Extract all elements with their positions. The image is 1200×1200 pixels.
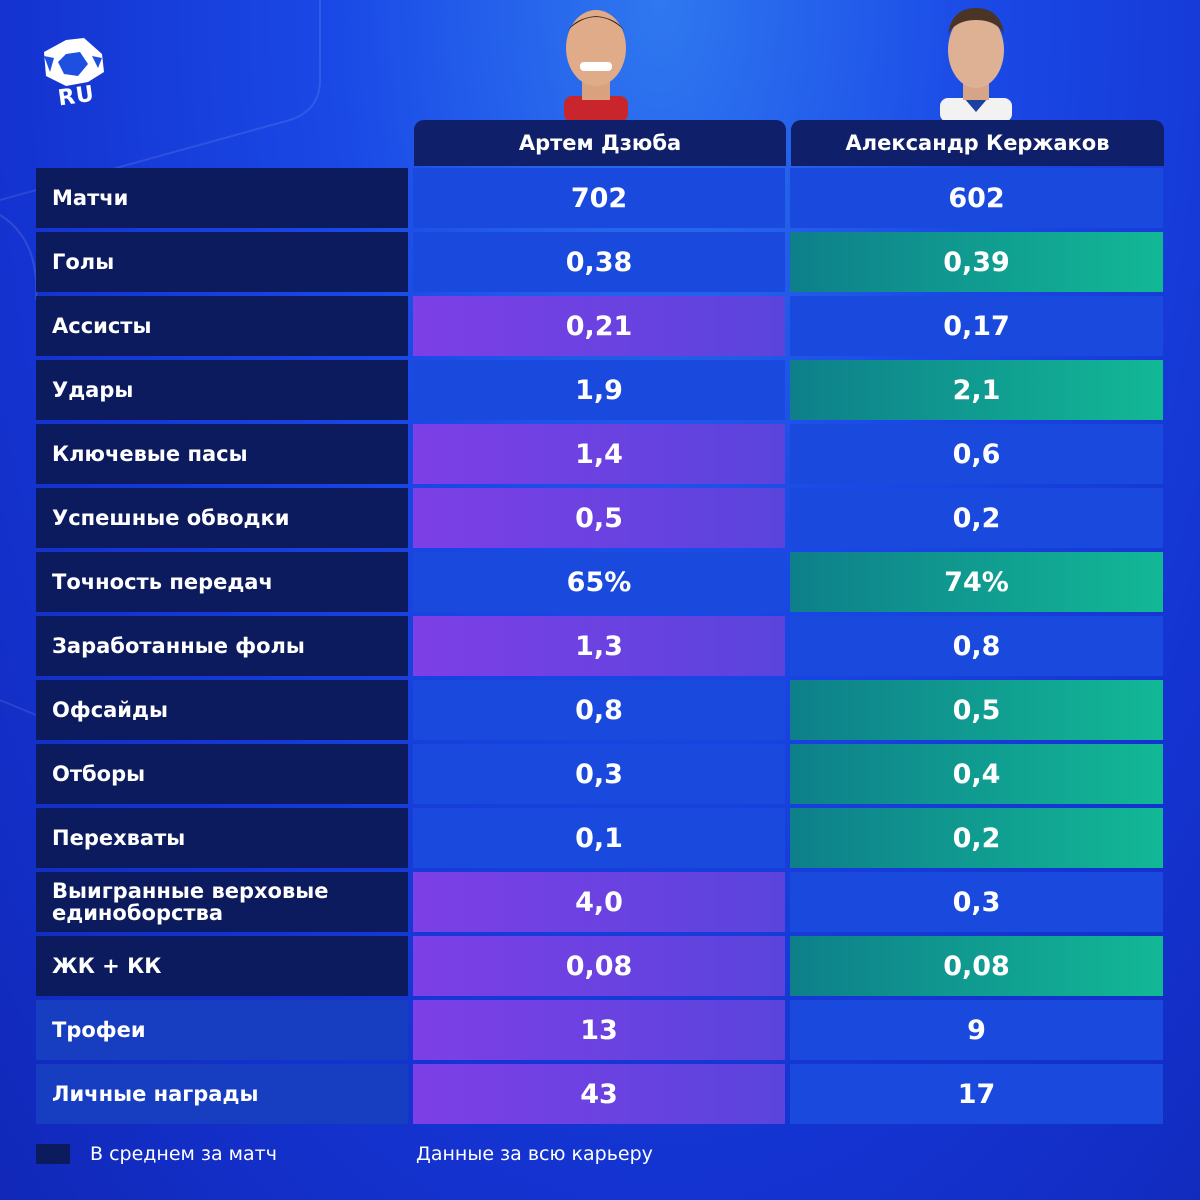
- row-label: ЖК + КК: [36, 936, 408, 996]
- table-row: Успешные обводки 0,5 0,2: [36, 488, 1164, 548]
- player1-value: 702: [413, 168, 785, 228]
- player1-value: 13: [413, 1000, 785, 1060]
- player1-name-header: Артем Дзюба: [414, 120, 786, 166]
- player2-value: 0,4: [790, 744, 1163, 804]
- row-label: Выигранные верховые единоборства: [36, 872, 408, 932]
- player2-value: 2,1: [790, 360, 1163, 420]
- player1-value: 0,8: [413, 680, 785, 740]
- table-row: Трофеи 13 9: [36, 1000, 1164, 1060]
- table-row: Точность передач 65% 74%: [36, 552, 1164, 612]
- row-label: Личные награды: [36, 1064, 408, 1124]
- player1-value: 1,4: [413, 424, 785, 484]
- player2-value: 602: [790, 168, 1163, 228]
- player2-value: 0,2: [790, 808, 1163, 868]
- row-label: Удары: [36, 360, 408, 420]
- legend-per-match-label: В среднем за матч: [90, 1143, 277, 1165]
- comparison-table: Матчи 702 602 Голы 0,38 0,39 Ассисты 0,21 0,17 Уд…: [36, 168, 1164, 1128]
- player2-value: 0,8: [790, 616, 1163, 676]
- player1-portrait: [564, 10, 628, 122]
- row-label: Перехваты: [36, 808, 408, 868]
- player1-value: 0,5: [413, 488, 785, 548]
- player1-value: 65%: [413, 552, 785, 612]
- row-label: Ключевые пасы: [36, 424, 408, 484]
- row-label: Трофеи: [36, 1000, 408, 1060]
- player2-value: 0,6: [790, 424, 1163, 484]
- player1-value: 0,1: [413, 808, 785, 868]
- brand-logo-ball-icon: [36, 34, 108, 114]
- row-label: Голы: [36, 232, 408, 292]
- player2-value: 0,2: [790, 488, 1163, 548]
- player2-name-header: Александр Кержаков: [791, 120, 1164, 166]
- player2-value: 0,39: [790, 232, 1163, 292]
- legend-per-match: В среднем за матч: [36, 1143, 277, 1165]
- legend-swatch: [36, 1144, 70, 1164]
- player1-value: 4,0: [413, 872, 785, 932]
- player2-value: 9: [790, 1000, 1163, 1060]
- player2-portrait: [940, 8, 1012, 122]
- table-row: Отборы 0,3 0,4: [36, 744, 1164, 804]
- player2-value: 0,08: [790, 936, 1163, 996]
- player2-value: 0,17: [790, 296, 1163, 356]
- table-row: Перехваты 0,1 0,2: [36, 808, 1164, 868]
- player1-value: 43: [413, 1064, 785, 1124]
- row-label: Матчи: [36, 168, 408, 228]
- table-row: Личные награды 43 17: [36, 1064, 1164, 1124]
- table-row: Голы 0,38 0,39: [36, 232, 1164, 292]
- row-label: Заработанные фолы: [36, 616, 408, 676]
- legend-career-label: Данные за всю карьеру: [416, 1143, 653, 1165]
- table-row: Матчи 702 602: [36, 168, 1164, 228]
- table-row: Выигранные верховые единоборства 4,0 0,3: [36, 872, 1164, 932]
- player2-value: 17: [790, 1064, 1163, 1124]
- row-label: Ассисты: [36, 296, 408, 356]
- player2-value: 74%: [790, 552, 1163, 612]
- row-label: Отборы: [36, 744, 408, 804]
- player1-value: 0,38: [413, 232, 785, 292]
- table-row: Удары 1,9 2,1: [36, 360, 1164, 420]
- player1-value: 0,3: [413, 744, 785, 804]
- row-label: Успешные обводки: [36, 488, 408, 548]
- player1-value: 0,21: [413, 296, 785, 356]
- table-row: ЖК + КК 0,08 0,08: [36, 936, 1164, 996]
- player1-value: 0,08: [413, 936, 785, 996]
- table-row: Офсайды 0,8 0,5: [36, 680, 1164, 740]
- table-row: Ассисты 0,21 0,17: [36, 296, 1164, 356]
- brand-logo-text: RU: [56, 81, 97, 112]
- table-row: Ключевые пасы 1,4 0,6: [36, 424, 1164, 484]
- table-row: Заработанные фолы 1,3 0,8: [36, 616, 1164, 676]
- player1-value: 1,9: [413, 360, 785, 420]
- player2-value: 0,5: [790, 680, 1163, 740]
- player2-value: 0,3: [790, 872, 1163, 932]
- row-label: Офсайды: [36, 680, 408, 740]
- player1-value: 1,3: [413, 616, 785, 676]
- row-label: Точность передач: [36, 552, 408, 612]
